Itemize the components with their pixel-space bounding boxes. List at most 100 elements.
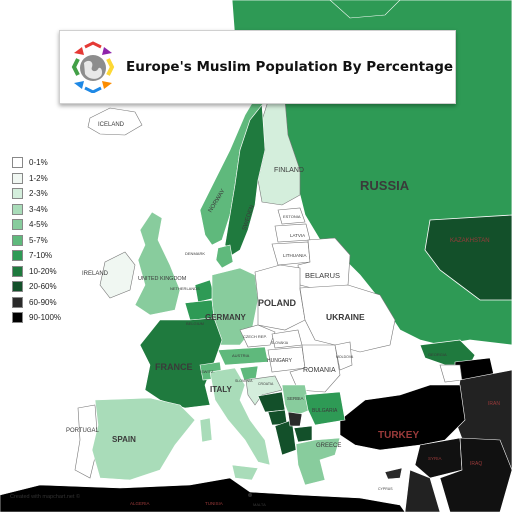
region-austria[interactable] [217,346,269,366]
region-kazakhstan[interactable] [424,214,512,301]
legend-item: 60-90% [12,295,61,311]
region-cyprus[interactable] [384,467,403,480]
region-iceland[interactable] [87,107,143,136]
region-slovenia[interactable] [239,365,259,381]
legend-swatch [12,219,23,231]
label-iran: IRAN [488,401,500,407]
mapchart-globe-logo-icon [71,41,115,93]
legend-label: 4-5% [29,220,48,230]
legend-label: 10-20% [29,266,57,276]
legend-item: 90-100% [12,310,61,326]
legend-item: 1-2% [12,171,61,187]
label-denmark: DENMARK [185,251,205,256]
label-bulgaria: BULGARIA [312,408,338,414]
label-cyprus: CYPRUS [378,487,393,491]
region-turkey[interactable] [339,384,466,451]
label-netherlands: NETHERLANDS [170,286,200,291]
label-tunisia: TUNISIA [205,501,223,506]
label-algeria: ALGERIA [130,501,150,506]
label-syria: SYRIA [428,456,442,461]
label-latvia: LATVIA [290,233,305,238]
legend-swatch [12,250,23,262]
region-greece[interactable] [295,437,341,486]
legend-label: 60-90% [29,297,57,307]
legend-label: 90-100% [29,313,62,323]
label-belgium: BELGIUM [186,321,204,326]
legend-item: 4-5% [12,217,61,233]
label-serbia: SERBIA [287,396,304,401]
label-russia: RUSSIA [360,178,410,193]
region-moldova[interactable] [334,341,353,371]
region-spain[interactable] [91,397,196,481]
label-austria: AUSTRIA [232,353,250,358]
legend-label: 2-3% [29,189,48,199]
region-sicily[interactable] [231,464,259,481]
region-albania[interactable] [274,419,297,456]
label-georgia: GEORGIA [428,352,447,357]
legend-label: 1-2% [29,173,48,183]
credit-text: Created with mapchart.net © [10,494,81,500]
legend-swatch [12,265,23,277]
map-title: Europe's Muslim Population By Percentage [126,59,454,75]
legend-swatch [12,281,23,293]
legend-swatch [12,234,23,246]
title-card: Europe's Muslim Population By Percentage [59,30,456,104]
legend-item: 10-20% [12,264,61,280]
region-north-africa[interactable] [0,477,406,512]
label-belarus: BELARUS [305,271,340,280]
label-estonia: ESTONIA [283,214,301,219]
legend-item: 7-10% [12,248,61,264]
legend-label: 5-7% [29,235,48,245]
label-kazakhstan: KAZAKHSTAN [450,238,490,244]
region-italy[interactable] [209,367,271,466]
label-turkey: TURKEY [378,430,419,441]
region-uk[interactable] [134,211,181,316]
region-malta[interactable] [248,493,252,497]
region-russia-island [329,0,401,19]
region-denmark[interactable] [215,244,234,269]
label-croatia: CROATIA [258,382,274,386]
region-syria[interactable] [414,437,463,479]
region-ireland[interactable] [99,251,136,299]
label-slovakia: SLOVAKIA [271,341,289,345]
legend-swatch [12,203,23,215]
label-germany: GERMANY [205,313,247,322]
legend-item: 2-3% [12,186,61,202]
legend-swatch [12,296,23,308]
region-sardinia[interactable] [199,417,213,443]
legend-label: 20-60% [29,282,57,292]
region-france[interactable] [139,317,223,409]
label-finland: FINLAND [274,167,304,174]
label-moldova: MOLDOVA [336,355,354,359]
label-italy: ITALY [210,385,232,394]
label-czech: CZECH REP. [243,334,267,339]
region-kosovo[interactable] [287,411,303,427]
region-estonia[interactable] [277,207,306,225]
label-ireland: IRELAND [82,271,109,277]
label-iceland: ICELAND [98,122,125,128]
legend: 0-1% 1-2% 2-3% 3-4% 4-5% 5-7% 7-10% 10-20% 20-60… [12,155,61,326]
label-hungary: HUNGARY [267,358,293,364]
region-czech[interactable] [239,324,276,348]
legend-label: 3-4% [29,204,48,214]
label-spain: SPAIN [112,435,136,444]
legend-label: 0-1% [29,158,48,168]
region-ukraine[interactable] [299,284,396,353]
region-levant[interactable] [404,469,441,512]
label-switzerland: SWITZ. [201,369,215,374]
legend-item: 5-7% [12,233,61,249]
label-romania: ROMANIA [303,367,336,374]
region-iraq[interactable] [439,437,512,512]
legend-swatch [12,172,23,184]
region-north-macedonia[interactable] [293,425,313,443]
label-ukraine: UKRAINE [326,312,365,322]
label-poland: POLAND [258,298,297,308]
label-malta: MALTA [253,502,266,507]
region-portugal[interactable] [74,404,99,479]
region-bulgaria[interactable] [304,391,346,426]
label-uk: UNITED KINGDOM [138,276,187,282]
legend-item: 20-60% [12,279,61,295]
label-france: FRANCE [155,362,193,372]
region-croatia[interactable] [245,375,283,406]
legend-swatch [12,188,23,200]
